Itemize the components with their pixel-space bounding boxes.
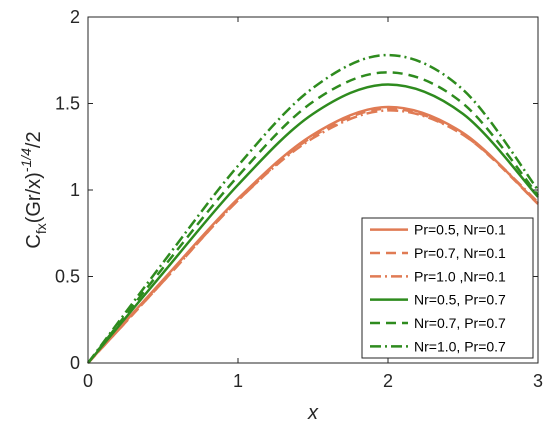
x-tick-label: 2 <box>383 371 393 391</box>
y-axis-title-tail: /2 <box>23 131 45 148</box>
legend-label-1: Pr=0.5, Nr=0.1 <box>414 222 506 238</box>
y-axis-title-base: C <box>23 234 45 248</box>
axes-layer: 0 1 2 3 0 0.5 1 1.5 2 <box>55 7 543 391</box>
y-axis-title-subscript: fx <box>33 223 49 234</box>
legend-box <box>361 217 534 359</box>
series-layer <box>86 53 540 364</box>
x-axis-title: x <box>307 402 319 424</box>
legend-label-5: Nr=0.7, Pr=0.7 <box>414 315 506 331</box>
series-line-3 <box>87 109 539 364</box>
legend-label-2: Pr=0.7, Nr=0.1 <box>414 245 506 261</box>
y-tick-label: 0 <box>70 353 80 373</box>
legend-label-4: Nr=0.5, Pr=0.7 <box>414 292 506 308</box>
series-line-6 <box>86 53 540 364</box>
x-tick-label: 3 <box>533 371 543 391</box>
y-tick-label: 1 <box>70 180 80 200</box>
y-tick-label: 2 <box>70 7 80 27</box>
x-tick-label: 1 <box>233 371 243 391</box>
series-line-5 <box>87 71 539 364</box>
y-axis-title-middle: (Gr/x) <box>23 172 45 223</box>
series-line-4 <box>87 83 539 364</box>
legend-label-6: Nr=1.0, Pr=0.7 <box>414 338 506 354</box>
series-line-2 <box>87 107 539 364</box>
legend: Pr=0.5, Nr=0.1 Pr=0.7, Nr=0.1 Pr=1.0 ,Nr=0… <box>361 217 534 359</box>
y-axis-title: Cfx(Gr/x)-1/4/2 <box>18 131 49 248</box>
y-tick-label: 0.5 <box>55 267 80 287</box>
axis-labels: x Cfx(Gr/x)-1/4/2 <box>18 131 319 424</box>
legend-label-3: Pr=1.0 ,Nr=0.1 <box>414 268 506 284</box>
y-tick-label: 1.5 <box>55 94 80 114</box>
x-tick-label: 0 <box>83 371 93 391</box>
y-axis-title-superscript: -1/4 <box>18 148 34 172</box>
